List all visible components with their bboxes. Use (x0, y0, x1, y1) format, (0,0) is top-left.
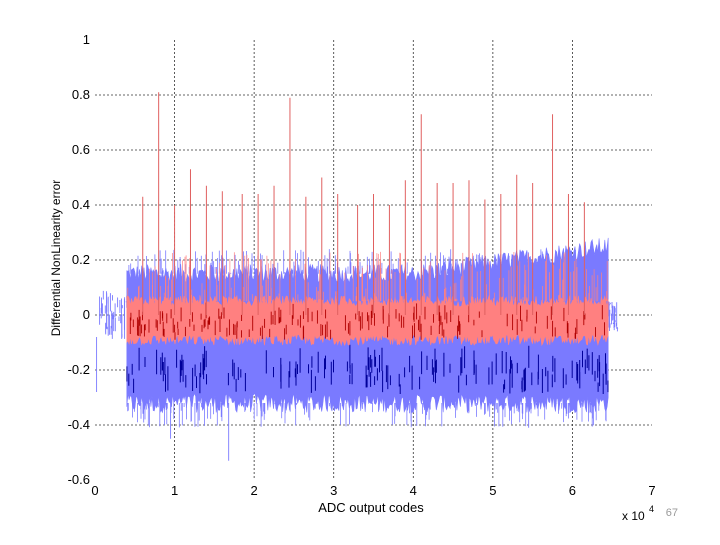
blue-dnl-dark-marks (126, 344, 609, 394)
red-dnl-dark-marks (129, 302, 605, 340)
x-multiplier-exponent: 4 (649, 504, 654, 514)
tick-labels: 0 1 2 3 4 5 6 7 -0.6 -0.4 -0.2 0 0.2 0.4 0.6 0.8 1 (68, 32, 656, 498)
blue-dnl-tail (608, 301, 619, 332)
x-tick-label: 1 (171, 483, 178, 498)
y-tick-label: 0.8 (72, 87, 90, 102)
x-tick-label: 7 (648, 483, 655, 498)
x-axis-label: ADC output codes (318, 500, 424, 515)
red-dnl-small-spikes (127, 251, 608, 302)
y-tick-label: -0.4 (68, 417, 90, 432)
y-axis-label: Differential NonLinearity error (49, 180, 63, 337)
red-dnl-series (126, 92, 609, 347)
y-tick-label: 0.4 (72, 197, 90, 212)
x-tick-label: 2 (251, 483, 258, 498)
y-tick-label: 0 (83, 307, 90, 322)
slide-number: 67 (665, 507, 678, 519)
y-tick-label: -0.6 (68, 472, 90, 487)
y-tick-label: 0.6 (72, 142, 90, 157)
y-tick-label: -0.2 (68, 362, 90, 377)
x-tick-label: 3 (330, 483, 337, 498)
y-tick-label: 0.2 (72, 252, 90, 267)
x-multiplier: x 10 (622, 509, 645, 523)
blue-dnl-sparse (96, 290, 530, 461)
y-tick-label: 1 (83, 32, 90, 47)
x-tick-label: 5 (489, 483, 496, 498)
x-tick-label: 4 (410, 483, 417, 498)
x-tick-label: 0 (91, 483, 98, 498)
x-tick-label: 6 (569, 483, 576, 498)
